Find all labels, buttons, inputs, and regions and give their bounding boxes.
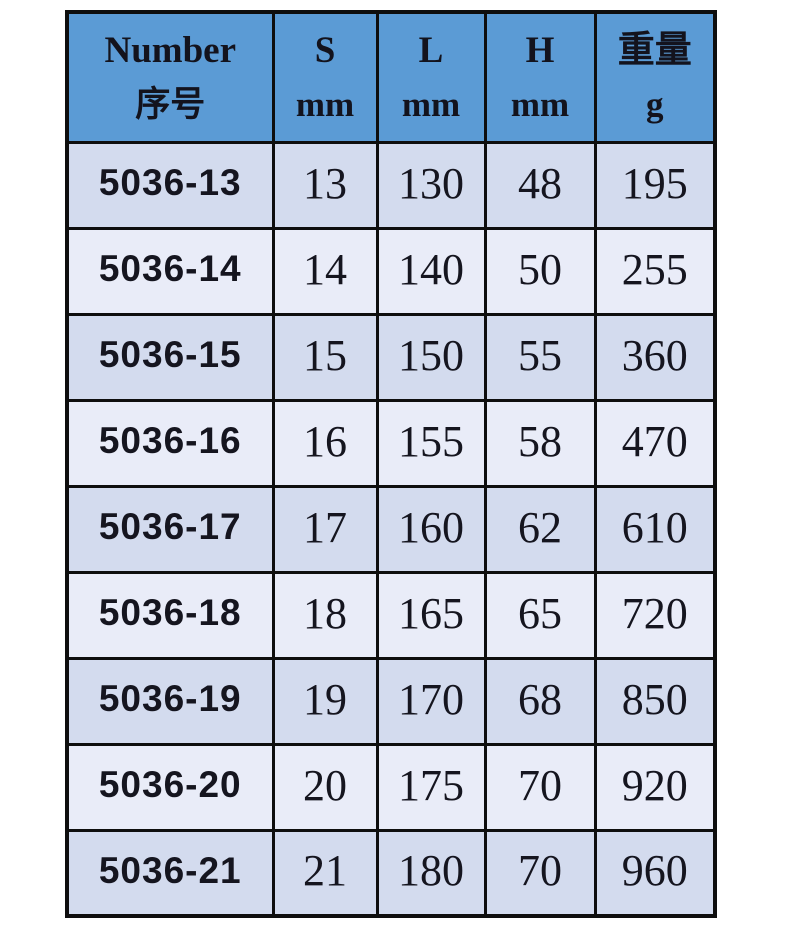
table-row: 5036-18 18 165 65 720	[65, 570, 717, 660]
cell-h: 68	[483, 656, 597, 746]
cell-number: 5036-21	[65, 828, 275, 918]
table-row: 5036-14 14 140 50 255	[65, 226, 717, 316]
table-row: 5036-13 13 130 48 195	[65, 140, 717, 230]
cell-h: 50	[483, 226, 597, 316]
cell-s: 20	[271, 742, 379, 832]
header-s-unit: mm	[295, 85, 355, 125]
header-cell-s: S mm	[271, 10, 379, 144]
cell-number: 5036-16	[65, 398, 275, 488]
table-row: 5036-21 21 180 70 960	[65, 828, 717, 918]
cell-s: 14	[271, 226, 379, 316]
cell-l: 130	[375, 140, 487, 230]
header-h-unit: mm	[510, 85, 570, 125]
table-row: 5036-16 16 155 58 470	[65, 398, 717, 488]
table-row: 5036-20 20 175 70 920	[65, 742, 717, 832]
cell-s: 17	[271, 484, 379, 574]
header-cell-l: L mm	[375, 10, 487, 144]
cell-number: 5036-14	[65, 226, 275, 316]
cell-number: 5036-15	[65, 312, 275, 402]
cell-weight: 610	[593, 484, 717, 574]
header-number-label: Number	[104, 30, 237, 72]
cell-h: 48	[483, 140, 597, 230]
header-weight-unit: g	[646, 85, 664, 125]
cell-l: 150	[375, 312, 487, 402]
header-cell-weight: 重量 g	[593, 10, 717, 144]
cell-s: 19	[271, 656, 379, 746]
spec-table: Number 序号 S mm L mm H mm 重量 g	[65, 10, 717, 918]
cell-weight: 960	[593, 828, 717, 918]
cell-h: 55	[483, 312, 597, 402]
cell-weight: 255	[593, 226, 717, 316]
cell-h: 62	[483, 484, 597, 574]
cell-number: 5036-13	[65, 140, 275, 230]
cell-weight: 470	[593, 398, 717, 488]
header-h-label: H	[525, 30, 555, 72]
header-row: Number 序号 S mm L mm H mm 重量 g	[65, 10, 717, 144]
cell-number: 5036-20	[65, 742, 275, 832]
cell-l: 140	[375, 226, 487, 316]
cell-number: 5036-18	[65, 570, 275, 660]
cell-h: 70	[483, 828, 597, 918]
header-l-label: L	[418, 30, 444, 72]
cell-s: 18	[271, 570, 379, 660]
cell-h: 70	[483, 742, 597, 832]
cell-l: 160	[375, 484, 487, 574]
cell-s: 15	[271, 312, 379, 402]
header-l-unit: mm	[401, 85, 461, 125]
cell-l: 170	[375, 656, 487, 746]
cell-weight: 920	[593, 742, 717, 832]
cell-s: 21	[271, 828, 379, 918]
header-weight-label: 重量	[617, 30, 692, 72]
cell-weight: 360	[593, 312, 717, 402]
cell-weight: 720	[593, 570, 717, 660]
cell-weight: 850	[593, 656, 717, 746]
table-row: 5036-17 17 160 62 610	[65, 484, 717, 574]
header-s-label: S	[314, 30, 336, 72]
table-row: 5036-15 15 150 55 360	[65, 312, 717, 402]
cell-l: 175	[375, 742, 487, 832]
cell-l: 180	[375, 828, 487, 918]
header-number-label-cn: 序号	[135, 85, 206, 125]
table-row: 5036-19 19 170 68 850	[65, 656, 717, 746]
cell-s: 13	[271, 140, 379, 230]
header-cell-h: H mm	[483, 10, 597, 144]
header-cell-number: Number 序号	[65, 10, 275, 144]
cell-weight: 195	[593, 140, 717, 230]
cell-h: 58	[483, 398, 597, 488]
cell-number: 5036-19	[65, 656, 275, 746]
cell-l: 165	[375, 570, 487, 660]
cell-l: 155	[375, 398, 487, 488]
cell-h: 65	[483, 570, 597, 660]
cell-number: 5036-17	[65, 484, 275, 574]
cell-s: 16	[271, 398, 379, 488]
